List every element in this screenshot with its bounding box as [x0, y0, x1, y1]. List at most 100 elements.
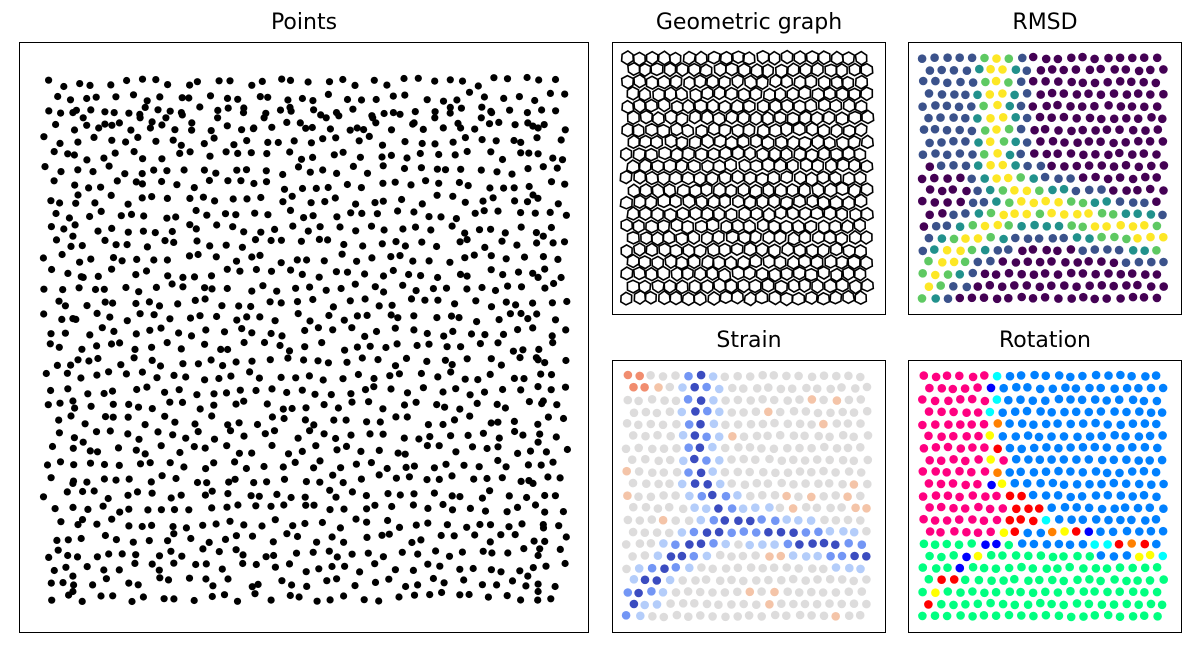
point-492 [292, 284, 300, 292]
point-15 [278, 75, 286, 83]
rmsd-point-221 [937, 186, 947, 196]
rmsd-point-56 [1115, 77, 1125, 86]
graph-cell-13 [780, 49, 794, 65]
rmsd-point-82 [942, 101, 952, 111]
point-1013 [481, 507, 490, 515]
graph-cell-176 [817, 146, 831, 161]
rotation-point-103 [962, 432, 971, 441]
rmsd-point-37 [1134, 66, 1144, 76]
rmsd-point-205 [980, 174, 989, 183]
graph-cell-350 [749, 253, 763, 269]
strain-point-329 [733, 563, 743, 573]
strain-point-122 [648, 444, 657, 454]
rotation-point-144 [974, 455, 983, 464]
point-904 [367, 459, 375, 467]
point-501 [429, 285, 437, 293]
point-202 [549, 154, 557, 162]
graph-cell-64 [674, 86, 689, 102]
rotation-point-368 [1016, 587, 1025, 597]
point-380 [143, 243, 151, 251]
point-861 [235, 449, 243, 457]
strain-point-402 [648, 612, 657, 621]
strain-point-336 [819, 564, 828, 574]
rmsd-point-241 [930, 198, 940, 207]
rmsd-point-15 [1104, 53, 1113, 63]
point-835 [347, 431, 355, 439]
graph-cell-114 [798, 110, 812, 126]
graph-cell-170 [743, 146, 757, 161]
rotation-point-403 [956, 611, 965, 620]
strain-point-15 [807, 372, 817, 382]
point-240 [85, 184, 93, 192]
point-323 [309, 212, 317, 220]
point-472 [514, 268, 523, 276]
graph-cell-249 [731, 194, 745, 209]
strain-point-291 [758, 540, 767, 549]
point-454 [236, 267, 244, 275]
point-830 [270, 427, 279, 435]
graph-cell-416 [816, 291, 831, 306]
strain-point-168 [720, 467, 730, 477]
rotation-point-256 [1116, 515, 1125, 525]
rotation-point-410 [1041, 610, 1051, 620]
point-282 [199, 193, 207, 201]
point-493 [306, 283, 314, 291]
point-731 [311, 390, 319, 398]
point-496 [351, 280, 359, 288]
strain-point-400 [621, 611, 631, 620]
point-686 [138, 368, 146, 376]
point-151 [274, 138, 282, 147]
strain-point-106 [702, 432, 711, 442]
point-367 [461, 229, 469, 237]
point-368 [475, 226, 484, 234]
point-678 [541, 359, 549, 367]
rotation-point-116 [1121, 432, 1130, 441]
rotation-point-114 [1097, 431, 1106, 441]
edge-point-52 [539, 521, 547, 529]
rmsd-point-327 [1004, 245, 1013, 254]
rmsd-point-269 [1035, 209, 1045, 219]
point-317 [221, 210, 230, 218]
rotation-point-384 [973, 599, 983, 609]
graph-cell-262 [650, 206, 665, 223]
strain-point-5 [684, 371, 693, 381]
point-661 [284, 354, 292, 362]
point-124 [387, 126, 396, 134]
rmsd-point-200 [917, 174, 927, 184]
rotation-point-243 [954, 515, 964, 524]
strain-point-112 [775, 430, 785, 440]
point-883 [43, 461, 52, 469]
rmsd-point-154 [1096, 137, 1105, 146]
point-134 [540, 121, 548, 129]
point-370 [501, 229, 509, 237]
point-516 [145, 298, 153, 306]
rmsd-point-334 [1090, 245, 1100, 254]
point-21 [370, 76, 378, 84]
rmsd-point-92 [1066, 102, 1075, 111]
point-937 [357, 475, 365, 483]
point-503 [463, 285, 471, 293]
rotation-point-387 [1010, 600, 1020, 610]
point-1102 [292, 549, 301, 557]
rotation-plot [908, 360, 1182, 633]
point-1170 [288, 581, 296, 589]
strain-point-39 [862, 382, 872, 392]
point-952 [63, 488, 71, 496]
strain-point-152 [777, 456, 787, 465]
strain-point-381 [640, 600, 649, 610]
rmsd-point-276 [1121, 209, 1131, 218]
point-1006 [371, 501, 379, 509]
rmsd-point-396 [1122, 281, 1131, 290]
rotation-point-197 [1134, 479, 1144, 489]
point-965 [255, 492, 263, 500]
strain-point-351 [764, 575, 773, 585]
point-36 [83, 94, 91, 103]
point-730 [298, 386, 306, 394]
rmsd-point-355 [1109, 258, 1119, 268]
rmsd-point-372 [1066, 268, 1076, 278]
point-859 [201, 444, 209, 452]
rotation-point-229 [1034, 504, 1044, 513]
point-421 [248, 253, 256, 261]
graph-cell-371 [755, 266, 769, 282]
rmsd-point-123 [955, 125, 964, 135]
